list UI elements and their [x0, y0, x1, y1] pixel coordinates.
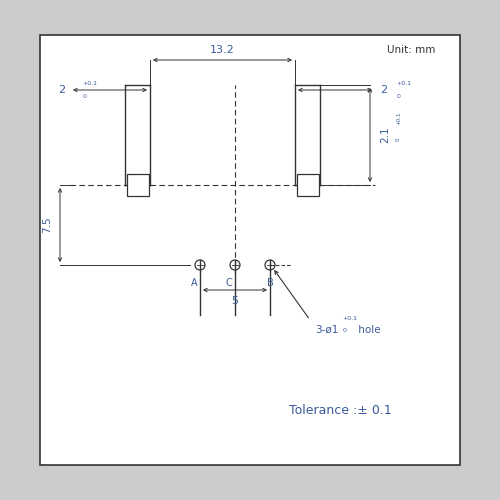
Bar	[40, 35, 460, 465]
Bar	[296, 174, 318, 196]
Text: 3-ø1: 3-ø1	[315, 325, 338, 335]
Text: 2: 2	[380, 85, 387, 95]
Text: Unit: mm: Unit: mm	[386, 45, 435, 55]
Text: +0.1: +0.1	[396, 81, 411, 86]
Text: 0: 0	[396, 94, 400, 99]
Text: hole: hole	[355, 325, 380, 335]
Text: +0.1: +0.1	[342, 316, 357, 322]
Bar	[126, 174, 148, 196]
Text: 0: 0	[82, 94, 86, 99]
Text: A: A	[191, 278, 198, 287]
Text: 7.5: 7.5	[42, 216, 52, 234]
Text: Tolerance :± 0.1: Tolerance :± 0.1	[288, 404, 392, 416]
Text: 0: 0	[396, 138, 401, 141]
Text: 2: 2	[58, 85, 65, 95]
Text: +0.1: +0.1	[396, 112, 401, 125]
Text: +0.1: +0.1	[82, 81, 98, 86]
Text: 5: 5	[232, 296, 238, 306]
Text: C: C	[226, 278, 232, 287]
Text: B: B	[268, 278, 274, 287]
Text: 2.1: 2.1	[380, 126, 390, 144]
Text: 0: 0	[342, 328, 346, 334]
Text: 13.2: 13.2	[210, 45, 235, 55]
